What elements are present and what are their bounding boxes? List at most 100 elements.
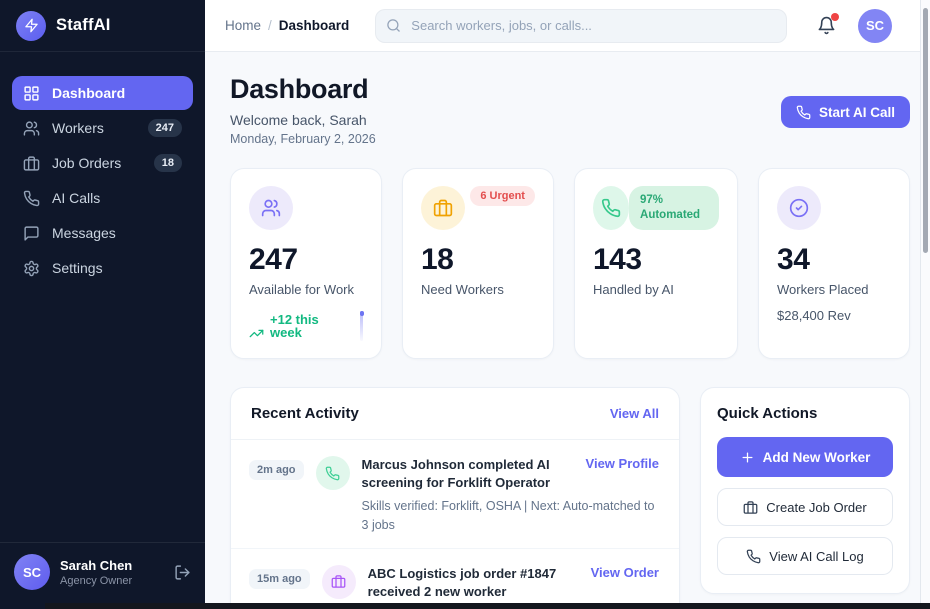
profile-avatar[interactable]: SC xyxy=(858,8,892,43)
check-circle-icon xyxy=(777,186,822,230)
stat-value: 34 xyxy=(777,243,810,276)
activity-item: 15m ago ABC Logistics job order #1847 re… xyxy=(231,547,679,609)
sidebar-item-label: Workers xyxy=(52,120,104,136)
workers-count-badge: 247 xyxy=(147,119,182,137)
window-bottom-edge xyxy=(45,603,930,609)
sidebar-item-settings[interactable]: Settings xyxy=(12,251,193,285)
stat-label: Handled by AI xyxy=(592,282,674,297)
view-all-link[interactable]: View All xyxy=(609,406,659,421)
lightning-bolt-icon xyxy=(16,10,46,41)
notifications-bell-icon[interactable] xyxy=(817,13,839,35)
briefcase-icon xyxy=(420,186,465,230)
user-meta: Sarah Chen Agency Owner xyxy=(60,558,164,587)
activity-body: Marcus Johnson completed AI screening fo… xyxy=(362,456,659,534)
scrollbar-thumb[interactable] xyxy=(923,8,928,253)
sidebar-item-workers[interactable]: Workers 247 xyxy=(12,111,193,145)
mini-sparkline-bar xyxy=(359,311,365,341)
breadcrumb-current: Dashboard xyxy=(278,18,350,33)
view-order-link[interactable]: View Order xyxy=(590,564,659,580)
start-ai-call-button[interactable]: Start AI Call xyxy=(780,96,910,128)
scrollbar-track[interactable] xyxy=(920,0,930,603)
stat-trend: +12 this week xyxy=(249,297,365,341)
add-new-worker-button[interactable]: Add New Worker xyxy=(717,437,893,477)
users-icon xyxy=(23,120,40,137)
activity-time: 2m ago xyxy=(249,460,304,480)
user-name: Sarah Chen xyxy=(60,557,133,573)
page-header-text: Dashboard Welcome back, Sarah Monday, Fe… xyxy=(230,74,376,146)
create-job-order-button[interactable]: Create Job Order xyxy=(717,488,893,526)
activity-item: 2m ago Marcus Johnson completed AI scree… xyxy=(231,440,679,548)
sidebar-item-label: Settings xyxy=(52,260,103,276)
search-bar xyxy=(375,8,787,43)
stat-card-available-for-work: 247 Available for Work +12 this week xyxy=(230,168,382,359)
quick-actions-title: Quick Actions xyxy=(717,405,818,422)
chat-bubble-icon xyxy=(23,225,40,242)
phone-icon xyxy=(592,186,630,230)
sidebar-item-label: Dashboard xyxy=(52,85,126,101)
sidebar-item-dashboard[interactable]: Dashboard xyxy=(12,76,193,110)
revenue-text: $28,400 Rev xyxy=(777,308,851,323)
sidebar: StaffAI Dashboard Workers 247 Job Orders… xyxy=(0,0,205,609)
topbar-right: SC xyxy=(817,8,910,43)
page-title: Dashboard xyxy=(230,74,369,104)
trending-up-icon xyxy=(249,326,264,341)
app-name: StaffAI xyxy=(56,16,111,34)
trend-text: +12 this week xyxy=(270,312,319,340)
breadcrumb-separator: / xyxy=(268,18,272,33)
activity-title: Marcus Johnson completed AI screening fo… xyxy=(361,457,551,491)
gear-icon xyxy=(23,260,40,277)
urgent-badge: 6 Urgent xyxy=(470,186,535,206)
briefcase-icon xyxy=(743,500,758,515)
phone-icon xyxy=(23,190,40,207)
automated-badge: 97% Automated xyxy=(629,186,720,230)
start-ai-call-label: Start AI Call xyxy=(818,104,895,120)
sidebar-item-messages[interactable]: Messages xyxy=(12,216,193,250)
phone-icon xyxy=(796,105,811,120)
view-profile-link[interactable]: View Profile xyxy=(585,456,659,471)
logout-icon[interactable] xyxy=(174,564,191,581)
briefcase-icon xyxy=(23,155,40,172)
search-input[interactable] xyxy=(375,8,787,43)
user-role: Agency Owner xyxy=(60,574,133,587)
sidebar-nav: Dashboard Workers 247 Job Orders 18 AI C… xyxy=(0,52,205,285)
recent-activity-card: Recent Activity View All 2m ago Marcus J… xyxy=(230,387,680,609)
phone-icon xyxy=(315,456,350,490)
breadcrumb: Home / Dashboard xyxy=(225,18,349,33)
job-orders-count-badge: 18 xyxy=(153,154,182,172)
app-logo: StaffAI xyxy=(0,0,205,52)
welcome-text: Welcome back, Sarah xyxy=(230,112,367,128)
recent-activity-title: Recent Activity xyxy=(251,405,359,422)
activity-body: ABC Logistics job order #1847 received 2… xyxy=(368,565,659,609)
stat-value: 247 xyxy=(249,243,298,276)
main-area: Home / Dashboard SC Dashboard Welcome ba… xyxy=(205,0,930,609)
sidebar-item-label: Job Orders xyxy=(52,155,122,171)
activity-time: 15m ago xyxy=(249,568,310,589)
search-icon xyxy=(386,18,401,33)
breadcrumb-home[interactable]: Home xyxy=(225,18,262,33)
lower-row: Recent Activity View All 2m ago Marcus J… xyxy=(230,387,910,609)
dashboard-content: Dashboard Welcome back, Sarah Monday, Fe… xyxy=(205,52,930,609)
users-icon xyxy=(249,186,293,230)
date-text: Monday, February 2, 2026 xyxy=(230,132,376,146)
stat-card-handled-by-ai: 97% Automated 143 Handled by AI xyxy=(573,168,739,359)
sidebar-user-section: SC Sarah Chen Agency Owner xyxy=(0,542,205,601)
stat-card-workers-placed: 34 Workers Placed $28,400 Rev xyxy=(758,168,910,359)
sidebar-item-label: AI Calls xyxy=(52,190,101,206)
quick-actions-card: Quick Actions Add New Worker Create Job … xyxy=(700,387,910,594)
plus-icon xyxy=(740,450,755,465)
notification-dot xyxy=(831,13,839,21)
user-avatar: SC xyxy=(14,554,50,590)
right-column: Quick Actions Add New Worker Create Job … xyxy=(700,387,910,609)
sidebar-item-ai-calls[interactable]: AI Calls xyxy=(12,181,193,215)
add-new-worker-label: Add New Worker xyxy=(762,449,871,465)
briefcase-icon xyxy=(321,564,356,599)
stat-value: 143 xyxy=(592,243,642,276)
stat-label: Need Workers xyxy=(420,282,504,297)
sidebar-item-job-orders[interactable]: Job Orders 18 xyxy=(12,146,193,180)
topbar: Home / Dashboard SC xyxy=(205,0,930,52)
stat-card-need-workers: 6 Urgent 18 Need Workers xyxy=(401,168,554,359)
view-ai-call-log-button[interactable]: View AI Call Log xyxy=(717,537,893,575)
create-job-order-label: Create Job Order xyxy=(766,499,867,515)
view-ai-call-log-label: View AI Call Log xyxy=(769,548,864,564)
stat-label: Workers Placed xyxy=(777,282,869,297)
